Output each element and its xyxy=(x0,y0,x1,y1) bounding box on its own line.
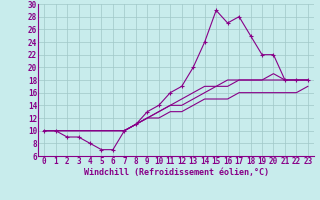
X-axis label: Windchill (Refroidissement éolien,°C): Windchill (Refroidissement éolien,°C) xyxy=(84,168,268,177)
